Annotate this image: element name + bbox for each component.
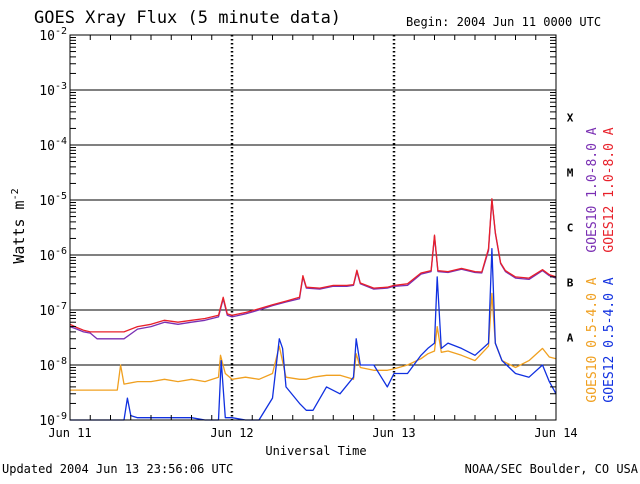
y-tick-exponent: -9: [55, 411, 67, 422]
x-tick-labels: Jun 11 Jun 12 Jun 13 Jun 14: [48, 426, 577, 440]
series-line: [70, 248, 557, 421]
y-tick-label: 10-5: [39, 191, 67, 209]
y-tick-base: 10: [39, 139, 55, 154]
y-tick-base: 10: [39, 414, 55, 429]
legend-entry: GOES10 1.0-8.0 A: [585, 127, 600, 252]
y-tick-exponent: -5: [55, 191, 67, 202]
x-axis-label: Universal Time: [265, 444, 366, 458]
series-layer: [69, 198, 557, 421]
flare-class-label: X: [567, 112, 574, 125]
y-tick-label: 10-3: [39, 81, 67, 99]
series-line: [69, 198, 557, 333]
y-tick-base: 10: [39, 194, 55, 209]
x-tick-label: Jun 11: [48, 426, 91, 440]
flare-class-label: M: [567, 167, 574, 180]
axis-layer: [69, 34, 557, 421]
y-tick-exponent: -4: [55, 136, 67, 147]
flare-class-label: B: [567, 277, 574, 290]
y-tick-base: 10: [39, 359, 55, 374]
y-axis-label: Watts m-2: [10, 188, 28, 263]
y-tick-label: 10-8: [39, 356, 67, 374]
y-tick-base: 10: [39, 84, 55, 99]
y-axis-label-exponent: -2: [10, 188, 21, 200]
y-tick-exponent: -3: [55, 81, 67, 92]
y-tick-exponent: -8: [55, 356, 67, 367]
begin-label: Begin: 2004 Jun 11 0000 UTC: [406, 15, 601, 29]
legend-entry: GOES10 0.5-4.0 A: [585, 277, 600, 402]
updated-timestamp: Updated 2004 Jun 13 23:56:06 UTC: [2, 462, 233, 476]
x-tick-label: Jun 13: [372, 426, 415, 440]
y-tick-base: 10: [39, 249, 55, 264]
plot-frame: [69, 34, 557, 421]
x-tick-label: Jun 14: [534, 426, 577, 440]
y-tick-label: 10-4: [39, 136, 67, 154]
y-tick-base: 10: [39, 304, 55, 319]
y-tick-label: 10-7: [39, 301, 67, 319]
chart-title: GOES Xray Flux (5 minute data): [34, 8, 341, 28]
flare-class-label: C: [567, 222, 574, 235]
x-tick-label: Jun 12: [210, 426, 253, 440]
legend: GOES10 1.0-8.0 A GOES12 1.0-8.0 A GOES10 0…: [585, 127, 617, 402]
y-axis-label-text: Watts m: [10, 200, 28, 263]
legend-entry: GOES12 1.0-8.0 A: [602, 127, 617, 252]
grid-layer: [70, 35, 556, 420]
flare-class-labels: X M C B A: [567, 112, 574, 345]
credit-text: NOAA/SEC Boulder, CO USA: [465, 462, 639, 476]
flare-class-label: A: [567, 332, 574, 345]
y-tick-label: 10-9: [39, 411, 67, 429]
y-tick-exponent: -2: [55, 26, 67, 37]
series-line: [70, 292, 557, 391]
legend-entry: GOES12 0.5-4.0 A: [602, 277, 617, 402]
y-tick-label: 10-6: [39, 246, 67, 264]
y-tick-base: 10: [39, 29, 55, 44]
y-tick-labels: 10-910-810-710-610-510-410-310-2: [39, 26, 67, 429]
y-tick-exponent: -7: [55, 301, 67, 312]
y-tick-exponent: -6: [55, 246, 67, 257]
y-tick-label: 10-2: [39, 26, 67, 44]
